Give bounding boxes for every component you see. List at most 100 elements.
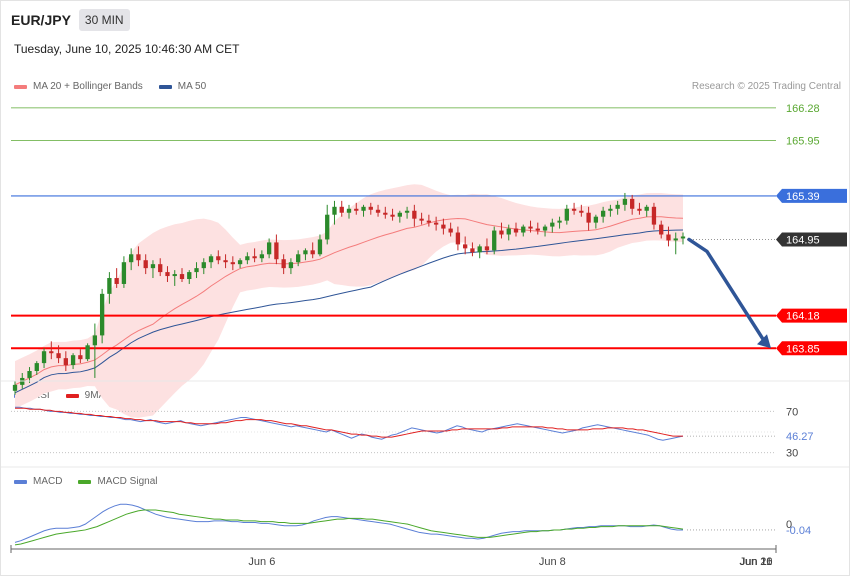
level-label-resistance: 165.39: [776, 188, 847, 203]
timeframe-badge[interactable]: 30 MIN: [78, 9, 130, 31]
candle: [201, 258, 206, 275]
candle: [600, 206, 606, 223]
timestamp: Tuesday, June 10, 2025 10:46:30 AM CET: [14, 42, 240, 56]
candle: [412, 204, 417, 227]
candle: [281, 254, 286, 275]
level-value-box: [776, 308, 847, 323]
credit-text: Research © 2025 Trading Central: [691, 81, 841, 92]
candle: [557, 216, 562, 229]
candle: [521, 224, 526, 237]
macd-signal-line: [14, 509, 684, 546]
candle-body: [579, 210, 584, 213]
candle-body: [259, 254, 265, 259]
candle-body: [78, 355, 83, 360]
candle: [114, 268, 119, 288]
candle: [383, 206, 388, 219]
candle-body: [615, 204, 620, 209]
level-value-text: 163.85: [786, 343, 820, 355]
level-value-box: [776, 232, 847, 247]
candle: [433, 216, 439, 231]
candle-body: [666, 234, 671, 241]
candle-body: [99, 293, 105, 336]
candle-body: [187, 272, 192, 280]
candle: [463, 236, 468, 255]
x-tick-label: Jun 8: [539, 556, 566, 568]
candle-body: [107, 278, 112, 294]
candle: [41, 348, 47, 369]
candle: [666, 226, 671, 247]
candle: [223, 254, 228, 269]
candle-body: [383, 212, 388, 215]
candle: [332, 200, 337, 225]
candle: [564, 204, 569, 225]
candle-body: [571, 208, 577, 211]
legend-rsi-ma-label: 9MA: [84, 390, 106, 401]
ma50-line: [14, 229, 684, 394]
candle-body: [448, 228, 453, 233]
candle-body: [659, 224, 664, 235]
legend-macd-label: MACD: [33, 476, 63, 487]
candle: [354, 202, 359, 215]
rsi-ma-swatch: [65, 393, 79, 398]
candle: [593, 214, 599, 229]
candle-body: [41, 351, 47, 364]
candle-body: [637, 208, 642, 211]
candle: [230, 256, 235, 271]
candle: [586, 206, 591, 231]
candle-body: [470, 248, 475, 253]
candle: [150, 260, 156, 279]
candle: [404, 206, 410, 219]
legend-ma50-label: MA 50: [177, 81, 207, 92]
legend-macd: MACD: [14, 476, 62, 487]
ma50-swatch: [158, 84, 172, 89]
rsi-tick-label: 30: [786, 448, 798, 460]
level-label-support: 164.18: [776, 308, 847, 323]
candle-body: [557, 220, 562, 223]
candle: [608, 204, 613, 217]
candle-body: [404, 210, 410, 213]
candle: [27, 367, 32, 383]
x-tick-label: Jun 10: [739, 556, 772, 568]
level-value-text: 166.28: [786, 103, 820, 115]
candle: [506, 224, 511, 241]
candle: [426, 214, 432, 227]
candle-body: [499, 230, 504, 235]
legend-ma20: MA 20 + Bollinger Bands: [14, 81, 143, 92]
candle: [49, 341, 54, 360]
candle: [56, 345, 61, 364]
candle-body: [165, 272, 170, 277]
candle: [216, 250, 221, 265]
x-tick-label: Jun 11: [740, 556, 772, 568]
chart-header: EUR/JPY 30 MIN: [11, 9, 130, 31]
candle: [70, 353, 76, 370]
candle: [622, 192, 628, 211]
candle: [99, 288, 105, 344]
candle-body: [223, 260, 228, 263]
candle: [12, 380, 18, 395]
candle-body: [266, 242, 272, 255]
level-value-text: 164.18: [786, 311, 820, 323]
candle-body: [550, 222, 555, 227]
candle: [245, 252, 250, 265]
candle-body: [542, 226, 548, 231]
candle-body: [63, 358, 68, 366]
candle: [375, 204, 381, 217]
candle-body: [673, 238, 678, 241]
level-label-current: 164.95: [776, 232, 847, 247]
candle: [92, 323, 98, 378]
level-value-text: 165.95: [786, 136, 820, 148]
candle: [499, 222, 504, 239]
candle: [571, 202, 577, 215]
candle: [528, 220, 533, 233]
bollinger-band: [15, 184, 683, 418]
candle: [296, 250, 301, 267]
candle-body: [506, 228, 511, 235]
candle: [579, 204, 584, 217]
candle-body: [332, 206, 337, 215]
candle: [659, 220, 664, 239]
candle-body: [339, 206, 344, 213]
candle-body: [310, 250, 315, 255]
candle-body: [419, 218, 424, 221]
candle: [535, 222, 540, 235]
